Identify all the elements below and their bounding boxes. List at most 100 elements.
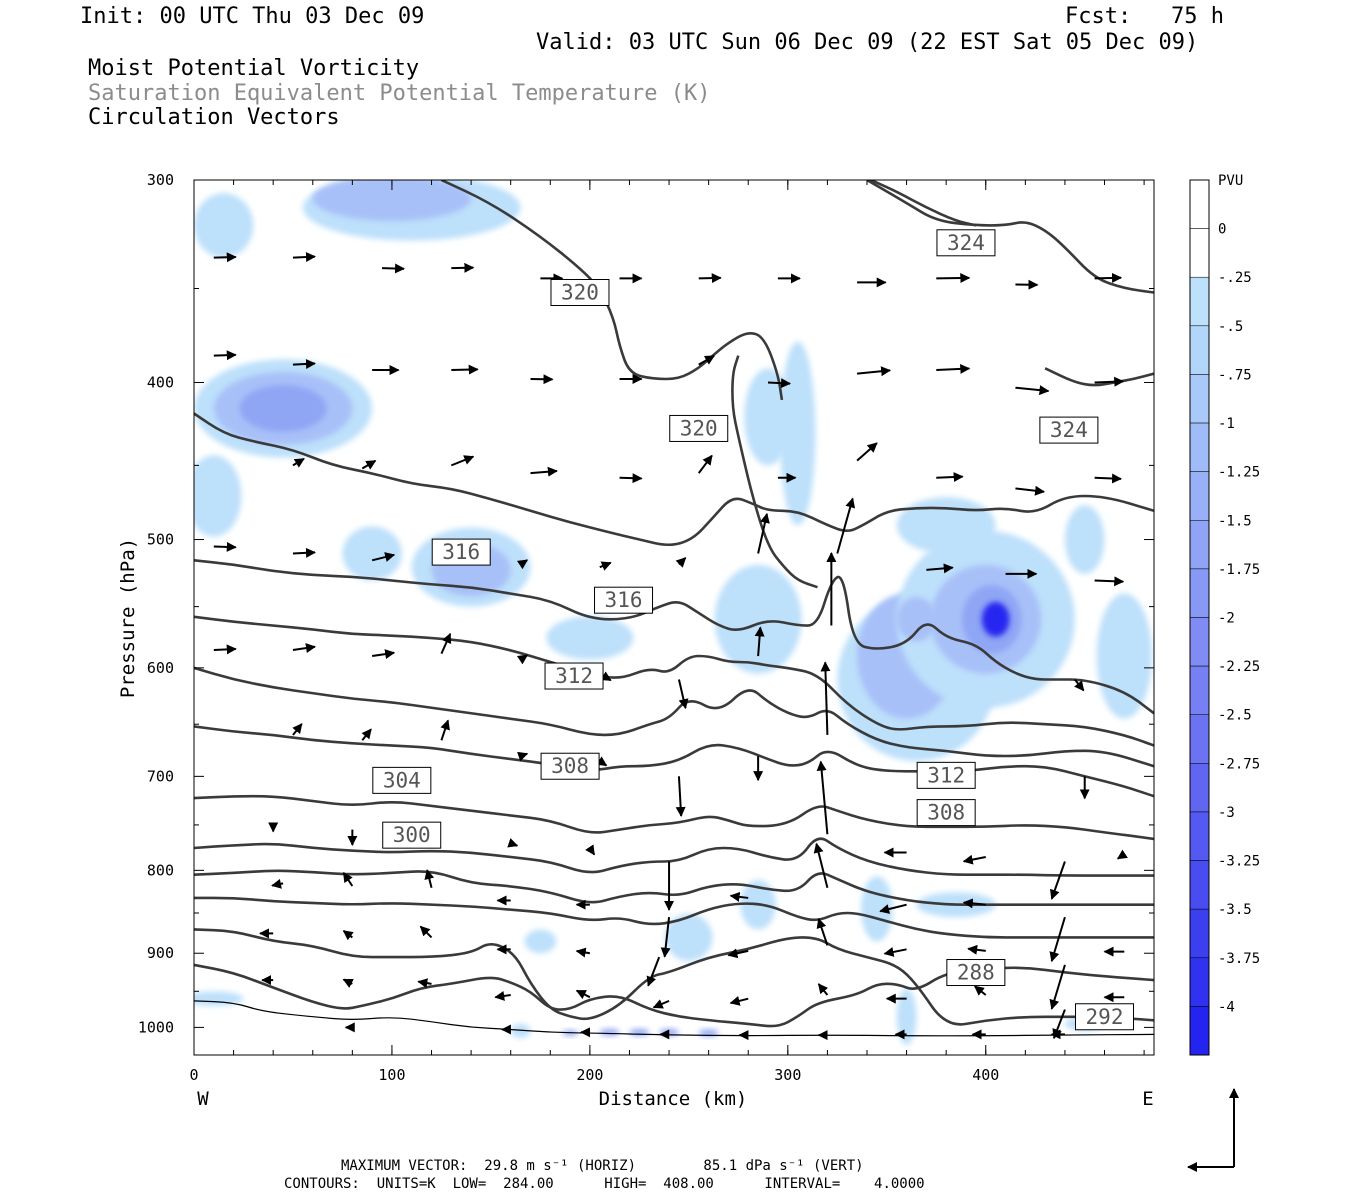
vector-arrow (530, 466, 558, 477)
y-tick-label: 500 (147, 531, 174, 549)
colorbar-segment (1189, 665, 1210, 715)
vector-arrow (660, 917, 671, 958)
vector-arrow (371, 552, 396, 562)
vector-arrow (382, 263, 406, 274)
isentrope-300 (194, 869, 1154, 906)
contour-label-box (382, 821, 442, 849)
vector-arrow (677, 679, 689, 710)
x-tick-label: 300 (774, 1066, 801, 1084)
contour-label-text: 324 (1050, 418, 1088, 442)
vector-arrow (675, 557, 687, 568)
vector-arrow (879, 903, 907, 914)
vector-arrow (816, 918, 829, 946)
vector-arrow (698, 354, 716, 366)
contour-label-300: 300 (382, 821, 442, 849)
isentrope-284 (194, 1000, 1154, 1037)
field-title-theta: Saturation Equivalent Potential Temperat… (88, 81, 711, 106)
vector-arrow (516, 654, 529, 665)
vector-arrow (516, 559, 529, 570)
contour-label-box (544, 662, 604, 690)
pv-region (665, 913, 713, 962)
colorbar-segment (1189, 811, 1210, 861)
pv-region (524, 929, 557, 954)
isentrope-296 (194, 896, 1154, 939)
contour-label-308: 308 (540, 752, 600, 780)
vector-arrow (361, 459, 377, 470)
pv-region (1096, 593, 1153, 719)
vector-arrow (575, 989, 591, 1000)
contour-label-box (372, 766, 432, 794)
isentrope-308 (194, 794, 1154, 841)
colorbar-segment (1189, 617, 1210, 667)
x-axis-label: Distance (km) (599, 1088, 748, 1110)
vector-arrow (451, 364, 479, 375)
colorbar-segment (1189, 860, 1210, 910)
vector-arrow (962, 898, 986, 909)
isentrope-324 (194, 559, 1154, 715)
contour-label-320: 320 (669, 414, 729, 442)
vector-arrow (213, 541, 237, 552)
vector-arrow (856, 366, 892, 377)
contour-label-312: 312 (544, 662, 604, 690)
vector-arrow (856, 442, 878, 462)
contour-label-box (936, 229, 996, 257)
vector-arrow (926, 563, 954, 574)
colorbar-label: -.75 (1218, 367, 1252, 383)
colorbar-segment (1189, 374, 1210, 424)
east-label: E (1142, 1088, 1153, 1110)
y-axis-label: Pressure (hPa) (117, 538, 139, 698)
colorbar-segment (1189, 957, 1210, 1007)
vector-arrow (292, 457, 305, 468)
y-tick-label: 1000 (138, 1018, 174, 1036)
contour-label-text: 288 (957, 961, 995, 985)
colorbar-label: -2.25 (1218, 659, 1260, 675)
vector-arrow (417, 978, 432, 989)
contour-label-288: 288 (946, 959, 1006, 987)
contour-label-box (916, 799, 976, 827)
pv-region (698, 1029, 719, 1037)
colorbar-segment (1189, 714, 1210, 764)
contour-label-text: 304 (383, 768, 421, 792)
colorbar-label: 0 (1218, 222, 1226, 238)
x-tick-label: 100 (378, 1066, 405, 1084)
vector-arrow (817, 983, 829, 996)
contour-label-box (594, 586, 654, 614)
contour-label-308: 308 (916, 799, 976, 827)
isentrope-312 (194, 725, 1154, 798)
contour-label-text: 292 (1086, 1005, 1124, 1029)
contour-label-320: 320 (550, 279, 610, 307)
contour-label-box (1039, 416, 1099, 444)
x-tick-label: 400 (972, 1066, 999, 1084)
vector-arrow (292, 547, 316, 558)
colorbar-label: -3.75 (1218, 951, 1260, 967)
contour-label-text: 300 (393, 823, 431, 847)
colorbar-label: -1.25 (1218, 465, 1260, 481)
contour-info-note: CONTOURS: UNITS=K LOW= 284.00 HIGH= 408.… (284, 1176, 925, 1192)
colorbar-segment (1189, 325, 1210, 375)
vector-arrow (729, 891, 749, 902)
vector-arrow (1094, 576, 1125, 587)
colorbar-label: -3.5 (1218, 902, 1252, 918)
contour-label-text: 324 (947, 231, 985, 255)
contour-label-text: 308 (551, 754, 589, 778)
forecast-hour: Fcst: 75 h (1065, 4, 1224, 29)
contour-label-316: 316 (431, 538, 491, 566)
vector-arrow (213, 350, 237, 361)
colorbar-label: -3 (1218, 805, 1235, 821)
colorbar-label: -1 (1218, 416, 1235, 432)
field-title-vectors: Circulation Vectors (88, 105, 340, 130)
vector-arrow (342, 978, 354, 988)
pv-region (312, 180, 472, 222)
contour-labels: 320 320 324 324 316 316 312 312 308 308 304 300 288 2… (372, 229, 1135, 1031)
vector-arrow (292, 723, 303, 736)
colorbar-label: -3.25 (1218, 854, 1260, 870)
contour-label-316: 316 (594, 586, 654, 614)
vector-arrow (820, 661, 831, 735)
pv-shading (194, 180, 1153, 1045)
y-tick-label: 400 (147, 373, 174, 391)
y-tick-label: 900 (147, 944, 174, 962)
pv-region (194, 193, 254, 258)
reference-vector (1187, 1088, 1239, 1172)
vector-arrow (292, 643, 316, 654)
colorbar-segment (1189, 763, 1210, 813)
